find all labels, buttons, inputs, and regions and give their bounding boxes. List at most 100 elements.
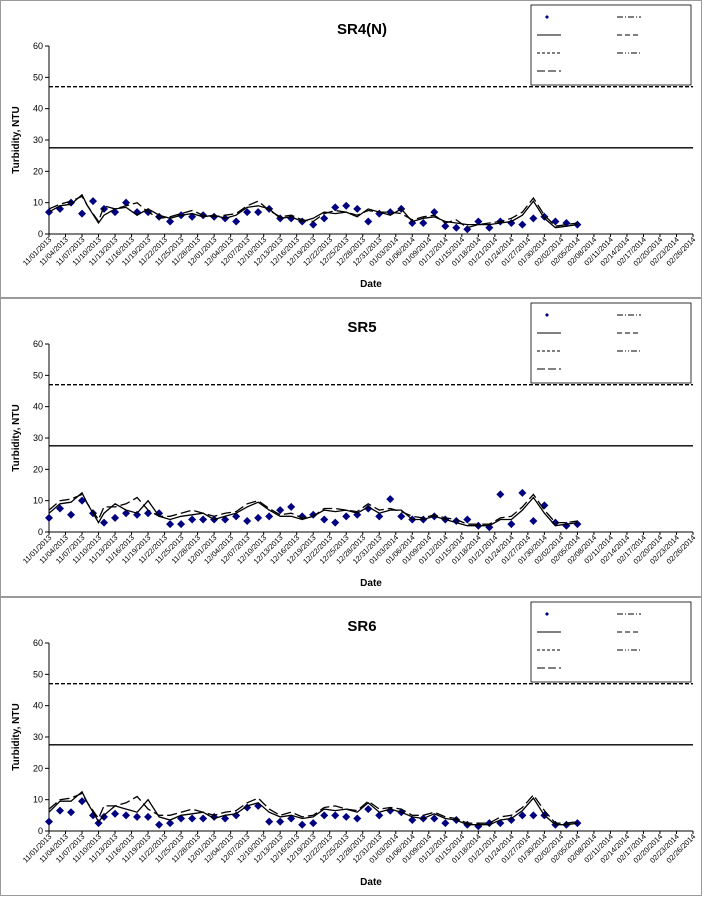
data-point	[243, 517, 252, 526]
data-point	[199, 515, 208, 524]
data-point	[166, 520, 175, 529]
y-tick-label: 60	[33, 638, 43, 648]
data-point	[243, 208, 252, 217]
data-point	[452, 223, 461, 232]
data-point	[342, 812, 351, 821]
data-point	[265, 817, 274, 826]
data-point	[166, 819, 175, 828]
x-axis-title: Date	[360, 877, 382, 888]
series-line	[48, 790, 578, 826]
y-tick-label: 40	[33, 402, 43, 412]
y-tick-label: 0	[38, 527, 43, 537]
data-point	[45, 513, 53, 522]
data-point	[89, 811, 98, 820]
data-point	[474, 822, 483, 831]
y-tick-label: 50	[33, 669, 43, 679]
data-point	[254, 208, 263, 217]
data-point	[188, 814, 197, 823]
data-point	[166, 217, 175, 226]
legend-marker	[545, 612, 549, 616]
data-point	[155, 820, 164, 829]
data-point	[364, 805, 373, 814]
data-point	[144, 812, 153, 821]
data-point	[331, 811, 340, 820]
data-point	[551, 217, 560, 226]
data-point	[56, 504, 65, 513]
data-point	[155, 509, 164, 518]
y-tick-label: 10	[33, 496, 43, 506]
legend-marker	[545, 313, 549, 317]
data-point	[529, 214, 538, 223]
chart-panel-sr6: SR6 0 10 20 30 40 50 60 Turbidity, NTU 11/01/2013…	[0, 597, 702, 896]
data-point	[342, 512, 351, 521]
data-point	[94, 819, 103, 828]
y-tick-label: 30	[33, 135, 43, 145]
data-point	[441, 819, 450, 828]
series-line	[48, 792, 578, 824]
data-point	[78, 209, 87, 218]
chart-panel-sr5: SR5 0 10 20 30 40 50 60 Turbidity, NTU 11/01/2013…	[0, 298, 702, 597]
data-point	[309, 220, 318, 229]
chart-title: SR4(N)	[337, 21, 387, 38]
data-point	[78, 797, 87, 806]
data-point	[419, 219, 428, 228]
series-line	[48, 193, 578, 229]
y-tick-label: 20	[33, 763, 43, 773]
data-point	[518, 220, 527, 229]
data-point	[529, 811, 538, 820]
data-point	[364, 504, 373, 513]
data-point	[265, 512, 274, 521]
data-point	[430, 814, 439, 823]
data-point	[320, 811, 329, 820]
data-point	[276, 506, 285, 515]
data-point	[441, 222, 450, 231]
data-point	[67, 808, 76, 817]
legend	[530, 302, 692, 384]
data-point	[463, 515, 472, 524]
data-point	[386, 495, 395, 504]
y-axis-title: Turbidity, NTU	[11, 106, 22, 173]
data-point	[199, 814, 208, 823]
data-point	[364, 217, 373, 226]
data-point	[188, 515, 197, 524]
data-point	[573, 520, 582, 529]
data-point	[177, 520, 186, 529]
data-point	[529, 517, 538, 526]
data-point	[408, 816, 417, 825]
data-point	[309, 819, 318, 828]
y-tick-label: 60	[33, 41, 43, 51]
y-tick-label: 20	[33, 166, 43, 176]
chart-title: SR5	[347, 319, 376, 336]
y-tick-label: 10	[33, 198, 43, 208]
series-line	[48, 491, 578, 527]
data-point	[122, 811, 131, 820]
legend-marker	[545, 15, 549, 19]
y-tick-label: 40	[33, 104, 43, 114]
data-point	[133, 812, 142, 821]
x-axis-title: Date	[360, 578, 382, 589]
data-point	[518, 811, 527, 820]
y-axis-title: Turbidity, NTU	[11, 404, 22, 471]
data-point	[353, 204, 362, 213]
x-axis-title: Date	[360, 279, 382, 290]
y-axis-title: Turbidity, NTU	[11, 703, 22, 770]
data-point	[518, 488, 527, 497]
data-point	[298, 820, 307, 829]
legend	[530, 4, 692, 86]
y-tick-label: 60	[33, 339, 43, 349]
y-tick-label: 30	[33, 732, 43, 742]
data-point	[320, 515, 329, 524]
chart-panel-sr4n: SR4(N) 0 10 20 30 40 50 60 Turbidity, NTU 11/01/2…	[0, 0, 702, 298]
data-point	[100, 812, 109, 821]
data-point	[485, 819, 494, 828]
data-point	[232, 217, 241, 226]
data-point	[496, 490, 505, 499]
data-point	[254, 513, 263, 522]
y-tick-label: 50	[33, 370, 43, 380]
data-point	[45, 817, 53, 826]
data-point	[67, 510, 76, 519]
chart-title: SR6	[347, 618, 376, 635]
